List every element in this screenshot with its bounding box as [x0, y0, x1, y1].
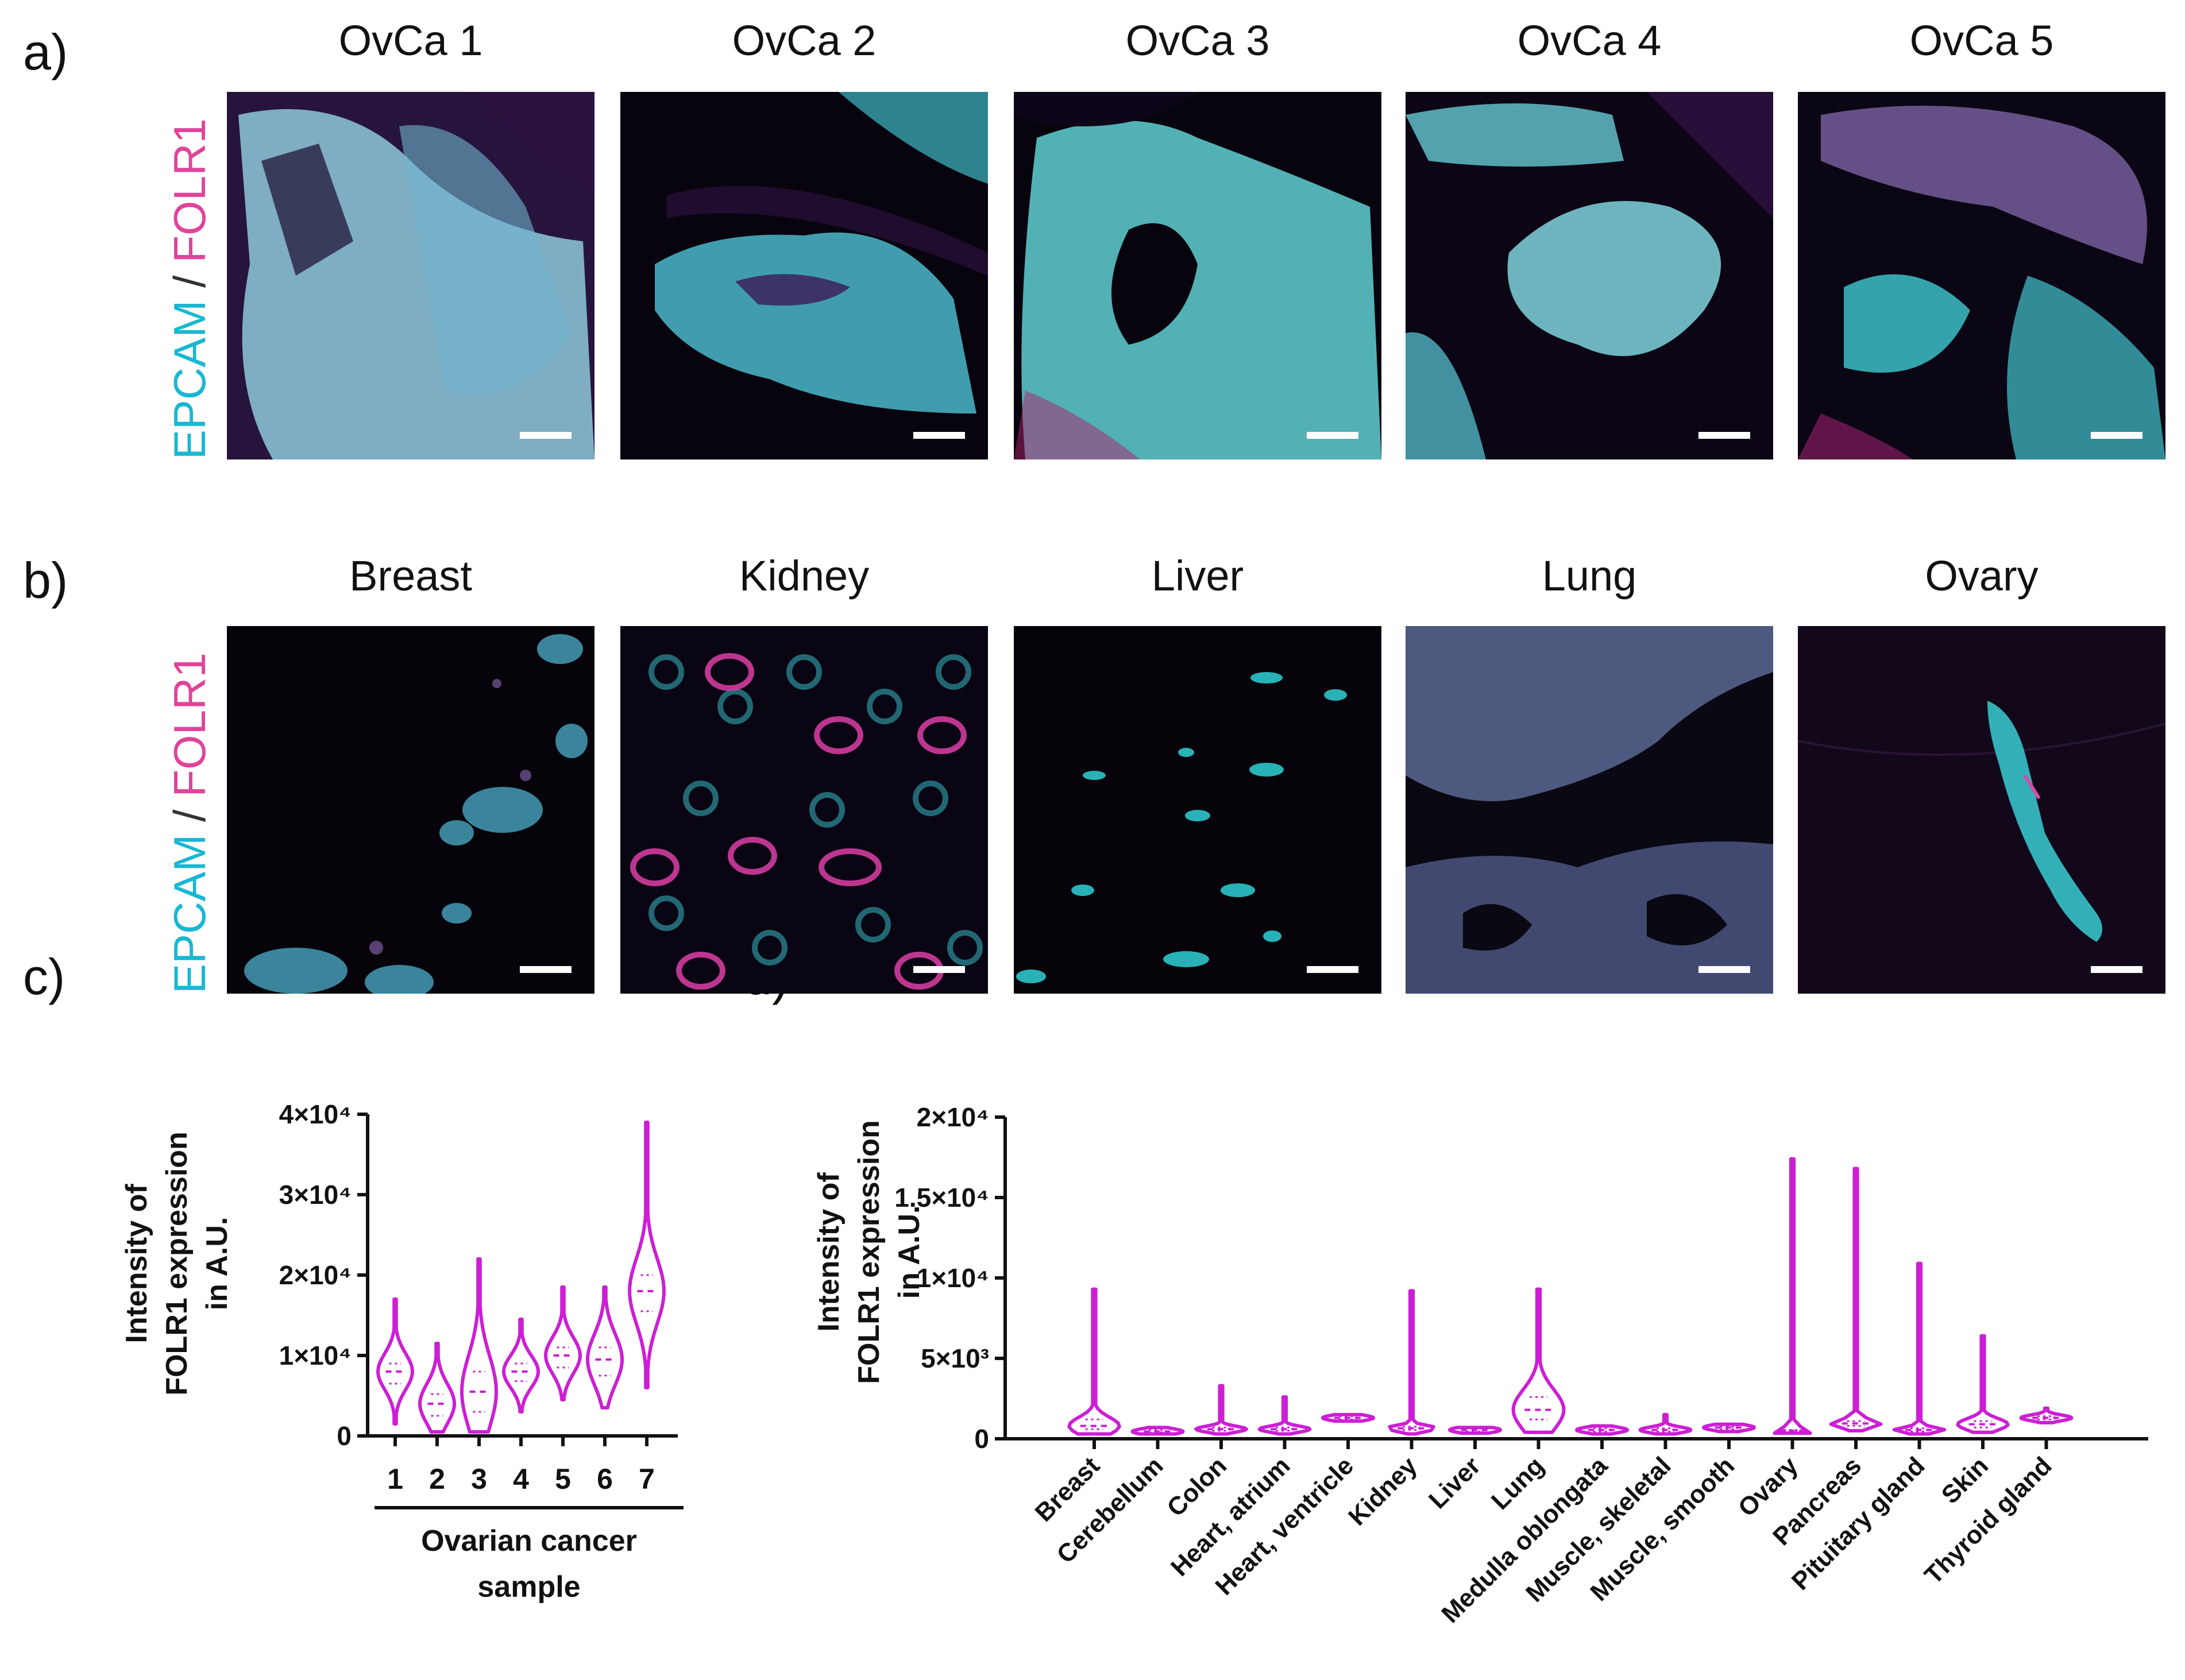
- y-tick-label: 1×10⁴: [917, 1263, 989, 1293]
- micrograph-breast: [227, 626, 594, 994]
- panel-b-letter: b): [23, 552, 68, 609]
- y-tick-label: 1.5×10⁴: [894, 1183, 989, 1212]
- y-axis-label: in A.U.: [200, 1217, 234, 1311]
- micrograph-kidney: [620, 626, 988, 994]
- micrograph-ovca-3: [1014, 92, 1381, 459]
- x-tick-label: 7: [639, 1463, 655, 1495]
- x-tick-label: 6: [597, 1463, 613, 1495]
- y-tick-label: 1×10⁴: [279, 1341, 352, 1370]
- violin-Pancreas: [1829, 1167, 1883, 1432]
- x-axis-label: Ovarian cancer: [421, 1524, 637, 1558]
- violin-Heart, ventricle: [1321, 1413, 1375, 1423]
- x-tick-label: Kidney: [1343, 1451, 1423, 1531]
- chart-d: 0 5×10³ 1×10⁴ 1.5×10⁴ 2×10⁴ Intensity of FOLR1…: [812, 1102, 2148, 1628]
- violin-Breast: [1067, 1287, 1121, 1436]
- violin-6: [586, 1285, 624, 1409]
- image-title: OvCa 2: [732, 17, 877, 64]
- violin-Skin: [1956, 1334, 2010, 1434]
- image-title: OvCa 4: [1517, 17, 1662, 64]
- violin-Ovary: [1773, 1157, 1812, 1435]
- micrograph-ovary: [1798, 626, 2165, 994]
- scale-bar: [913, 966, 965, 973]
- micrograph-lung: [1406, 626, 1773, 994]
- violin-Thyroid gland: [2019, 1406, 2074, 1424]
- violin-1: [376, 1297, 414, 1426]
- image-title: Lung: [1542, 552, 1637, 600]
- micrograph-ovca-2: [620, 92, 988, 459]
- violin-3: [460, 1257, 498, 1434]
- micrograph-ovca-1: [227, 92, 594, 459]
- panel-c-letter: c): [23, 948, 65, 1005]
- scale-bar: [520, 432, 572, 439]
- scale-bar: [1698, 966, 1750, 973]
- x-axis-label: sample: [477, 1570, 580, 1604]
- y-tick-label: 4×10⁴: [279, 1099, 352, 1129]
- violin-7: [628, 1121, 666, 1389]
- violin-Muscle, smooth: [1702, 1422, 1756, 1434]
- scale-bar: [1698, 432, 1750, 439]
- scale-bar: [1307, 966, 1358, 973]
- x-tick-label: 4: [513, 1463, 529, 1495]
- y-axis-label: FOLR1 expression: [852, 1120, 886, 1384]
- y-axis-label: FOLR1 expression: [160, 1131, 194, 1395]
- image-title: OvCa 3: [1125, 17, 1270, 64]
- x-tick-label: Skin: [1936, 1451, 1994, 1509]
- chart-c: 0 1×10⁴ 2×10⁴ 3×10⁴ 4×10⁴ Intensity of FOLR1 e…: [120, 1099, 684, 1604]
- image-title: Liver: [1151, 552, 1244, 600]
- violin-4: [502, 1318, 540, 1413]
- y-tick-label: 2×10⁴: [917, 1102, 989, 1132]
- image-title: OvCa 5: [1909, 17, 2054, 64]
- scale-bar: [2091, 432, 2142, 439]
- scale-bar: [2091, 966, 2142, 973]
- micrograph-liver: [1014, 626, 1381, 994]
- violin-Kidney: [1388, 1289, 1435, 1436]
- y-axis-label: in A.U.: [893, 1206, 926, 1299]
- image-title: Ovary: [1925, 552, 2039, 600]
- image-title: Kidney: [739, 552, 870, 600]
- micrograph-ovca-4: [1406, 92, 1773, 459]
- violin-Lung: [1511, 1287, 1566, 1434]
- x-tick-label: Liver: [1423, 1451, 1486, 1514]
- y-axis-label: Intensity of: [812, 1172, 846, 1332]
- scale-bar: [1307, 432, 1358, 439]
- x-tick-label: 2: [429, 1463, 445, 1495]
- violin-Medulla oblongata: [1575, 1424, 1629, 1436]
- y-tick-label: 0: [974, 1424, 989, 1454]
- scale-bar: [520, 966, 572, 973]
- y-tick-label: 3×10⁴: [279, 1180, 352, 1210]
- image-title: Breast: [349, 552, 472, 600]
- violin-Cerebellum: [1130, 1426, 1185, 1436]
- violin-Heart, atrium: [1257, 1395, 1312, 1436]
- y-axis-label: Intensity of: [120, 1184, 153, 1343]
- violin-Liver: [1448, 1426, 1502, 1435]
- y-tick-label: 5×10³: [921, 1343, 989, 1373]
- violin-2: [418, 1342, 456, 1434]
- scale-bar: [913, 432, 965, 439]
- panel-a-letter: a): [23, 24, 68, 80]
- violin-Colon: [1194, 1384, 1248, 1436]
- violin-Pituitary gland: [1892, 1261, 1947, 1436]
- violin-Muscle, skeletal: [1638, 1413, 1693, 1436]
- micrograph-ovca-5: [1798, 92, 2165, 459]
- y-tick-label: 2×10⁴: [279, 1260, 352, 1290]
- x-tick-label: 5: [555, 1463, 571, 1495]
- x-tick-label: 1: [387, 1463, 403, 1495]
- image-title: OvCa 1: [338, 17, 483, 64]
- y-tick-label: 0: [337, 1421, 352, 1451]
- x-tick-label: 3: [471, 1463, 487, 1495]
- violin-5: [544, 1285, 582, 1401]
